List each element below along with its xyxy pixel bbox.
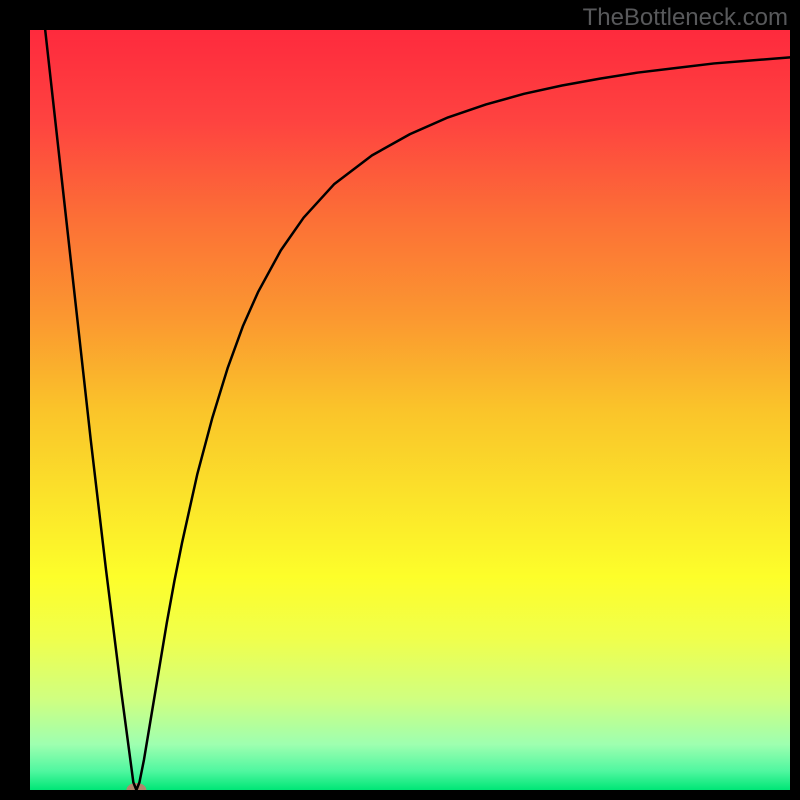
plot-background	[30, 30, 790, 790]
watermark-text: TheBottleneck.com	[583, 4, 788, 32]
chart-svg	[0, 0, 800, 800]
bottleneck-chart: TheBottleneck.com	[0, 0, 800, 800]
